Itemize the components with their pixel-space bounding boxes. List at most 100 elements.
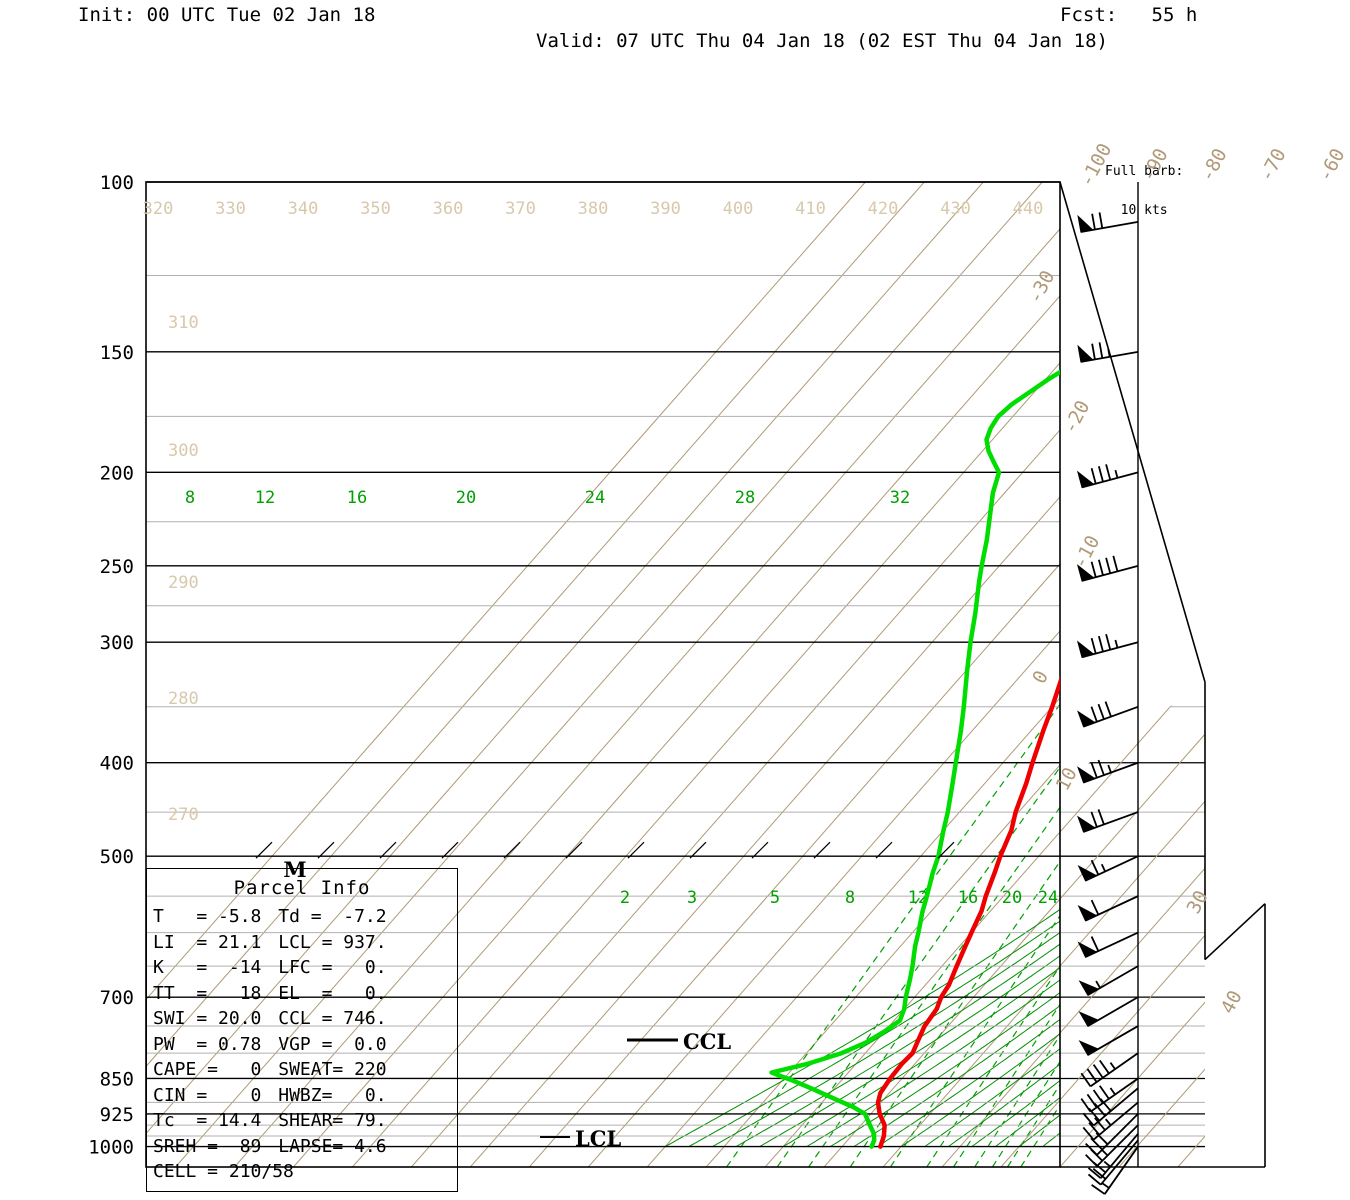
parcel-info-row: T = -5.8 Td = -7.2 — [153, 904, 393, 930]
isotherm-label-right: -20 — [1059, 397, 1095, 438]
wind-barb — [1077, 855, 1139, 882]
forecast-hour-label: Fcst: 55 h — [1060, 4, 1198, 26]
parcel-cell-row: CELL = 210/58 — [153, 1159, 393, 1185]
mixing-ratio-label-upper: 16 — [347, 488, 367, 508]
theta-side-label: 300 — [168, 441, 199, 461]
theta-side-label: 270 — [168, 805, 199, 825]
parcel-value-right: 220 — [354, 1059, 387, 1080]
isotherm-label-top: -60 — [1314, 145, 1350, 186]
wind-barb — [1080, 1052, 1139, 1088]
pressure-tick-label: 150 — [100, 342, 134, 364]
mixing-ratio-line — [952, 1003, 1060, 1167]
wind-barb — [1076, 555, 1139, 582]
pressure-tick-label: 1000 — [88, 1137, 134, 1159]
parcel-key-right: LFC = — [267, 957, 333, 978]
ccl-label: CCL — [683, 1029, 731, 1054]
hatch-tick — [875, 841, 893, 859]
wind-barb — [1078, 1025, 1139, 1056]
isotherm-label-right: 10 — [1052, 764, 1082, 795]
dewpoint-profile-line — [769, 369, 1060, 1149]
isotherm-line — [823, 898, 1060, 1167]
parcel-cell-value: CELL = 210/58 — [153, 1161, 294, 1182]
isotherm-line — [293, 295, 1060, 1167]
parcel-info-row: Tc = 14.4 SHEAR= 79. — [153, 1108, 393, 1134]
wind-barb — [1078, 996, 1139, 1027]
parcel-key-left: Tc = — [153, 1110, 208, 1131]
wind-barb — [1077, 895, 1139, 922]
parcel-value-right: 0. — [364, 1084, 387, 1106]
mixing-ratio-label-lower: 5 — [770, 888, 780, 908]
mixing-ratio-line — [1020, 1103, 1060, 1167]
parcel-info-row: TT = 18 EL = 0. — [153, 981, 393, 1007]
parcel-info-panel: Parcel Info T = -5.8 Td = -7.2 LI = 21.1 LCL… — [146, 868, 458, 1192]
mixing-ratio-label-lower: 8 — [845, 888, 855, 908]
wind-panel-top-edge — [1059, 181, 1206, 683]
wind-barb — [1080, 1077, 1139, 1113]
isotherm-label-right: 30 — [1183, 887, 1213, 918]
mixing-ratio-label-upper: 20 — [456, 488, 476, 508]
moist-adiabat-line — [735, 943, 1060, 1148]
pressure-tick-label: 250 — [100, 556, 134, 578]
parcel-value-right: 0. — [364, 957, 387, 978]
isotherm-label-top: -70 — [1255, 145, 1291, 186]
wind-panel-isotherm — [1060, 182, 1205, 1167]
parcel-value-right: 0.0 — [354, 1033, 387, 1055]
pressure-tick-label: 200 — [100, 462, 134, 484]
parcel-value-left: 0.78 — [218, 1033, 262, 1055]
mixing-ratio-label-upper: 24 — [585, 488, 605, 508]
theta-label: 370 — [505, 199, 536, 219]
hatch-tick — [503, 841, 521, 859]
parcel-value-left: 89 — [239, 1135, 262, 1157]
parcel-value-right: -7.2 — [343, 906, 387, 927]
theta-label: 420 — [868, 199, 899, 219]
isotherm-label-right: -10 — [1069, 532, 1105, 573]
sounding-curves — [769, 369, 1060, 1149]
pressure-tick-label: 400 — [100, 753, 134, 775]
isotherm-line — [646, 697, 1060, 1167]
hatch-tick — [441, 841, 459, 859]
wind-barb — [1077, 701, 1139, 728]
moist-adiabat-line — [830, 991, 1060, 1148]
mixing-ratio-line — [1006, 1083, 1060, 1167]
pressure-tick-label: 100 — [100, 172, 134, 194]
parcel-value-right: 746. — [343, 1008, 387, 1029]
theta-side-label: 290 — [168, 573, 199, 593]
wind-barbs — [1076, 212, 1139, 1195]
wind-panel-isotherm — [1177, 182, 1205, 1167]
m-marker-label: M — [283, 857, 306, 882]
parcel-key-right: EL = — [267, 982, 333, 1004]
temperature-profile-line — [875, 675, 1060, 1149]
parcel-value-right: 4.6 — [354, 1135, 387, 1157]
parcel-info-row: SWI = 20.0 CCL = 746. — [153, 1006, 393, 1032]
wind-barb — [1077, 212, 1139, 233]
wind-barb — [1077, 809, 1139, 833]
parcel-value-left: 14.4 — [218, 1110, 262, 1131]
moist-adiabat-line — [995, 1096, 1060, 1147]
parcel-key-left: TT = — [153, 982, 208, 1004]
isotherm-line — [882, 965, 1060, 1167]
parcel-key-right: HWBZ= — [267, 1084, 333, 1106]
isotherm-line — [587, 630, 1060, 1167]
wind-panel-isotherm — [1060, 182, 1205, 1167]
theta-label: 380 — [578, 199, 609, 219]
wind-barb — [1077, 342, 1139, 363]
lcl-label: LCL — [575, 1126, 621, 1151]
mixing-ratio-line — [726, 703, 1060, 1167]
parcel-key-left: CAPE = — [153, 1059, 219, 1080]
moist-adiabat-line — [877, 1018, 1060, 1148]
isotherm-line — [146, 182, 984, 1135]
isotherm-line — [469, 496, 1060, 1167]
hatch-tick — [379, 841, 397, 859]
moist-adiabat-line — [806, 979, 1060, 1148]
isotherm-label-right: -30 — [1024, 267, 1060, 308]
mixing-ratio-label-lower: 16 — [958, 888, 978, 908]
moist-adiabat-line — [1066, 182, 1350, 1147]
wind-barb-legend: Full barb: 10 kts — [1105, 139, 1183, 230]
hatch-tick — [317, 841, 335, 859]
parcel-key-left: PW = — [153, 1033, 208, 1055]
moist-adiabat-line — [664, 908, 1060, 1148]
parcel-info-table: T = -5.8 Td = -7.2 LI = 21.1 LCL = 937. K = -14… — [153, 904, 393, 1185]
moist-adiabat-line — [948, 1063, 1060, 1148]
parcel-info-row: CAPE = 0 SWEAT= 220 — [153, 1057, 393, 1083]
